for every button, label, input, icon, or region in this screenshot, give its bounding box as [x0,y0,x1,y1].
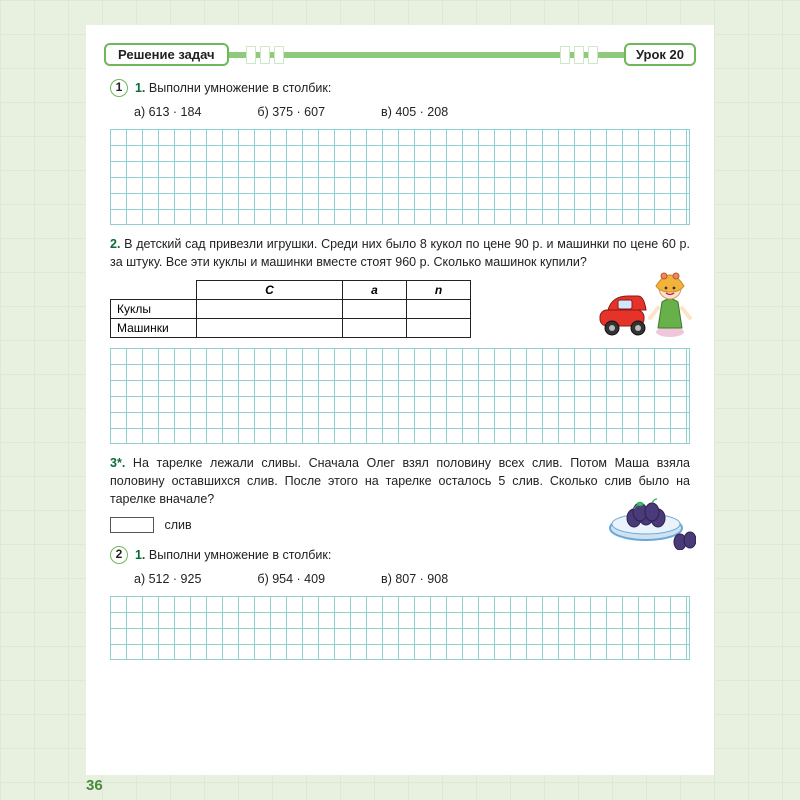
work-grid [110,596,690,660]
table-row: Машинки [111,318,471,337]
section-2: 2 1. Выполни умножение в столбик: а) 512… [110,546,690,588]
subtask-number: 2. [110,237,120,251]
page: Решение задач Урок 20 1 1. Выполни умнож… [86,25,714,775]
page-number: 36 [86,777,103,794]
col-n: n [407,280,471,299]
header-notches-right [560,46,598,64]
problem-b: б) 375 · 607 [257,103,325,121]
answer-row: слив [110,516,690,540]
subtask-number: 1. [135,81,145,95]
table-cell[interactable] [407,299,471,318]
subtask-text: Выполни умножение в столбик: [149,81,331,95]
subtask-text: Выполни умножение в столбик: [149,548,331,562]
problem-row: а) 512 · 925 б) 954 · 409 в) 807 · 908 [110,570,690,588]
problem-a: а) 512 · 925 [134,570,201,588]
table-cell[interactable] [343,299,407,318]
work-grid [110,348,690,444]
header-title-left: Решение задач [104,43,229,66]
col-a: а [343,280,407,299]
row-label: Машинки [111,318,197,337]
data-table: С а n Куклы Машинки [110,280,471,338]
work-grid [110,129,690,225]
table-row: Куклы [111,299,471,318]
task-circle: 2 [110,546,128,564]
subtask-number: 1. [135,548,145,562]
table-cell[interactable] [197,318,343,337]
problem-row: а) 613 · 184 б) 375 · 607 в) 405 · 208 [110,103,690,121]
answer-input[interactable] [110,517,154,533]
doll-car-icon [596,262,696,340]
table-cell[interactable] [197,299,343,318]
table-header-row: С а n [111,280,471,299]
table-cell[interactable] [343,318,407,337]
header-notches-left [246,46,284,64]
problem-b: б) 954 · 409 [257,570,325,588]
row-label: Куклы [111,299,197,318]
subtask-number: 3*. [110,456,125,470]
col-C: С [197,280,343,299]
table-cell[interactable] [407,318,471,337]
plums-icon [600,494,696,550]
problem-a: а) 613 · 184 [134,103,201,121]
page-header: Решение задач Урок 20 [110,43,690,69]
section-1: 1 1. Выполни умножение в столбик: а) 613… [110,79,690,121]
problem-c: в) 807 · 908 [381,570,448,588]
answer-unit: слив [164,518,191,532]
task-circle: 1 [110,79,128,97]
header-title-right: Урок 20 [624,43,696,66]
problem-c: в) 405 · 208 [381,103,448,121]
